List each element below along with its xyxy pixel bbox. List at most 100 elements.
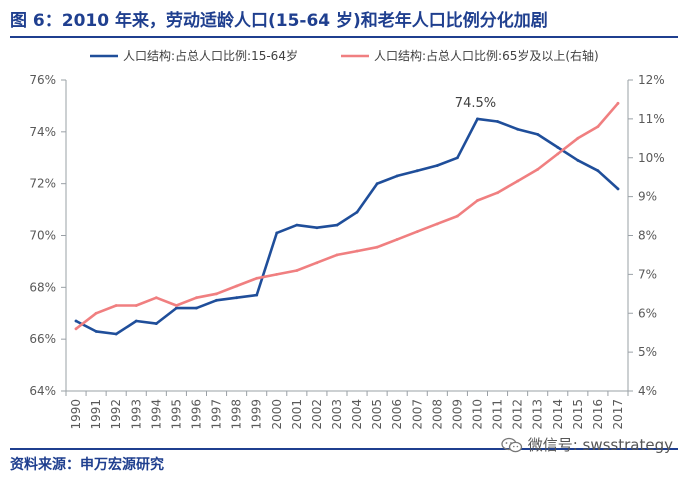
series-1-point [114, 332, 118, 336]
x-tick-label: 2014 [551, 399, 565, 430]
x-tick-label: 1995 [169, 399, 183, 430]
right-tick-label: 5% [638, 345, 657, 359]
series-2-point [195, 296, 198, 300]
right-tick-label: 7% [638, 267, 657, 281]
series-2-point [355, 249, 359, 253]
data-label-peak: 74.5% [455, 96, 496, 111]
x-tick-label: 2015 [571, 399, 585, 430]
x-tick-label: 2010 [470, 399, 484, 430]
series-1-point [415, 169, 419, 173]
series-2-point [415, 230, 419, 234]
left-tick-label: 72% [29, 177, 56, 191]
series-2-point [335, 253, 339, 257]
series-1-point [154, 322, 158, 326]
right-tick-label: 10% [638, 151, 665, 165]
x-tick-label: 2008 [430, 399, 444, 430]
series-2-point [74, 327, 78, 331]
x-tick-label: 2004 [350, 399, 364, 430]
left-tick-label: 68% [29, 280, 56, 294]
series-2-point [556, 152, 560, 156]
series-1-point [536, 133, 540, 136]
series-2-point [235, 284, 239, 288]
series-2-point [576, 136, 580, 140]
x-tick-label: 1997 [210, 399, 224, 430]
x-tick-label: 2006 [390, 399, 404, 430]
left-tick-label: 66% [29, 332, 56, 346]
series-2-point [275, 272, 279, 276]
series-lines [74, 101, 620, 336]
series-2-point [114, 304, 118, 307]
series-1-point [476, 117, 479, 121]
left-tick-label: 64% [29, 384, 56, 398]
series-2-point [455, 214, 459, 218]
chart-title: 图 6：2010 年来，劳动适龄人口(15-64 岁)和老年人口比例分化加剧 [10, 11, 548, 31]
x-tick-label: 1994 [149, 399, 163, 430]
wechat-icon [501, 437, 522, 452]
x-tick-label: 2001 [290, 399, 304, 430]
series-1-point [235, 296, 239, 300]
series-1-point [395, 174, 399, 178]
left-tick-label: 76% [29, 73, 56, 87]
x-tick-label: 2016 [591, 399, 605, 430]
series-1-point [134, 319, 138, 323]
series-1-point [576, 158, 580, 162]
series-1-point [355, 210, 359, 214]
source-note: 资料来源：申万宏源研究 [10, 457, 164, 473]
series-1-point [616, 187, 620, 191]
series-1-point [455, 156, 459, 160]
watermark: 微信号: swsstrategy [501, 434, 673, 455]
x-tick-label: 2007 [410, 399, 424, 430]
series-1-point [375, 182, 379, 186]
series-2-point [476, 199, 479, 202]
series-1-point [516, 127, 520, 131]
x-tick-label: 2009 [450, 399, 464, 430]
series-1-point [94, 329, 98, 333]
series-2-point [395, 237, 399, 241]
legend: 人口结构:占总人口比例:15-64岁 人口结构:占总人口比例:65岁及以上(右轴) [90, 48, 599, 63]
x-tick-label: 1991 [89, 399, 103, 430]
x-tick-label: 1993 [129, 399, 143, 430]
series-2-point [174, 304, 178, 307]
series-2-point [435, 222, 439, 226]
right-tick-label: 8% [638, 229, 657, 243]
x-tick-label: 2000 [270, 399, 284, 430]
series-2-point [616, 101, 620, 105]
series-2-point [215, 292, 218, 296]
x-tick-label: 2011 [491, 399, 505, 430]
x-tick-label: 2017 [611, 399, 625, 430]
x-tick-label: 1990 [69, 399, 83, 430]
series-2-point [94, 311, 98, 315]
x-tick-label: 1992 [109, 399, 123, 430]
x-tick-label: 1996 [189, 399, 203, 430]
x-tick-label: 2005 [370, 399, 384, 430]
x-tick-label: 2002 [310, 399, 324, 430]
series-2-point [596, 125, 600, 129]
x-tick-label: 2003 [330, 399, 344, 430]
right-tick-label: 4% [638, 384, 657, 398]
series-2-point [375, 245, 379, 249]
series-1-point [174, 306, 178, 310]
series-1-point [215, 298, 218, 302]
right-tick-label: 12% [638, 73, 665, 87]
series-2-point [154, 296, 158, 300]
series-1-point [74, 319, 78, 323]
series-2-point [134, 304, 138, 307]
right-tick-label: 9% [638, 190, 657, 204]
right-tick-label: 11% [638, 112, 665, 126]
series-1-point [275, 231, 279, 235]
legend-label-1: 人口结构:占总人口比例:15-64岁 [123, 48, 298, 63]
series-1-point [556, 145, 560, 149]
series-1-point [596, 169, 600, 173]
series-2-point [255, 276, 259, 280]
series-2-point [496, 191, 499, 195]
series-1-point [255, 293, 259, 297]
series-1-point [496, 120, 499, 123]
x-tick-label: 2013 [531, 399, 545, 430]
left-tick-label: 70% [29, 229, 56, 243]
series-2-point [516, 179, 520, 183]
right-tick-label: 6% [638, 306, 657, 320]
x-tick-label: 1998 [230, 399, 244, 430]
watermark-text: 微信号: swsstrategy [527, 436, 673, 454]
series-1-point [435, 164, 439, 167]
